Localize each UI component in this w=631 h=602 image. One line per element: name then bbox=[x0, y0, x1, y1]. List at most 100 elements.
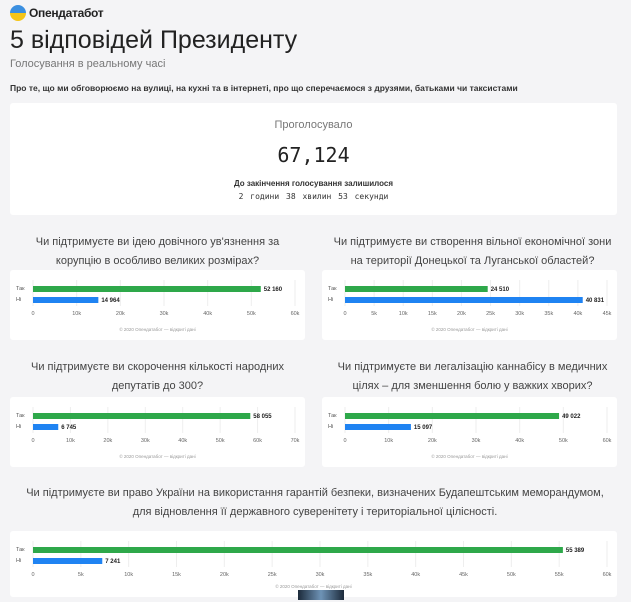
value-label: 52 160 bbox=[264, 287, 283, 293]
remaining-time: 2 години 38 хвилин 53 секунди bbox=[238, 192, 389, 201]
bar-yes bbox=[345, 286, 488, 292]
tick-label: 10k bbox=[72, 311, 81, 317]
chart-2: 0 5k 10k 15k 20k 25k 30k 35k 40k 45k Так 24 510 Ні 40… bbox=[322, 270, 617, 340]
bar-yes bbox=[33, 286, 261, 292]
category-label: Ні bbox=[16, 424, 21, 430]
value-label: 55 389 bbox=[566, 548, 585, 554]
tick-label: 60k bbox=[603, 572, 612, 578]
value-label: 49 022 bbox=[562, 414, 581, 420]
tick-label: 40k bbox=[573, 311, 582, 317]
tick-label: 60k bbox=[253, 438, 262, 444]
chart-footer: © 2020 Опендатабот — відкриті дані bbox=[119, 453, 195, 459]
chart-footer: © 2020 Опендатабот — відкриті дані bbox=[119, 326, 195, 332]
votes-count: 67,124 bbox=[277, 143, 350, 167]
chart-footer: © 2020 Опендатабот — відкриті дані bbox=[275, 583, 351, 589]
tick-label: 40k bbox=[178, 438, 187, 444]
tick-label: 0 bbox=[31, 438, 34, 444]
logo-text: Опендатабот bbox=[29, 6, 104, 20]
chart-1: 0 10k 20k 30k 40k 50k 60k Так 52 160 Ні 14 964 © 20… bbox=[10, 270, 305, 340]
tick-label: 20k bbox=[116, 311, 125, 317]
category-label: Ні bbox=[16, 558, 21, 564]
question-5: Чи підтримуєте ви право України на викор… bbox=[26, 487, 604, 518]
value-label: 14 964 bbox=[101, 298, 120, 304]
chart-3: 0 10k 20k 30k 40k 50k 60k 70k Так 58 055 Ні 6 745 © … bbox=[10, 397, 305, 467]
tick-label: 0 bbox=[343, 311, 346, 317]
category-label: Так bbox=[16, 413, 25, 419]
value-label: 7 241 bbox=[105, 559, 121, 565]
tick-label: 15k bbox=[428, 311, 437, 317]
chart-5: 0 5k 10k 15k 20k 25k 30k 35k 40k 45k 50k 55k 60k Так 5… bbox=[10, 531, 617, 597]
tick-label: 50k bbox=[247, 311, 256, 317]
vote-counter-card: Проголосувало 67,124 До закінчення голос… bbox=[10, 103, 617, 215]
value-label: 24 510 bbox=[491, 287, 510, 293]
chart-svg: 0 10k 20k 30k 40k 50k 60k 70k Так 58 055 Ні 6 745 © … bbox=[16, 407, 300, 459]
chart-4: 0 10k 20k 30k 40k 50k 60k Так 49 022 Ні 15 097 © 20… bbox=[322, 397, 617, 467]
bar-yes bbox=[33, 547, 563, 553]
tick-label: 70k bbox=[291, 438, 300, 444]
tick-label: 45k bbox=[459, 572, 468, 578]
bar-no bbox=[33, 558, 103, 564]
tick-label: 10k bbox=[384, 438, 393, 444]
tick-label: 20k bbox=[428, 438, 437, 444]
votes-label: Проголосувало bbox=[274, 119, 353, 131]
bar-no bbox=[345, 424, 411, 430]
page-title: 5 відповідей Президенту bbox=[10, 26, 298, 54]
bar-no bbox=[33, 297, 99, 303]
president-photo bbox=[298, 590, 344, 600]
tick-label: 0 bbox=[31, 572, 34, 578]
tick-label: 20k bbox=[457, 311, 466, 317]
question-1: Чи підтримуєте ви ідею довічного ув'язне… bbox=[35, 236, 280, 267]
value-label: 15 097 bbox=[414, 425, 433, 431]
tick-label: 5k bbox=[371, 311, 377, 317]
chart-footer: © 2020 Опендатабот — відкриті дані bbox=[431, 453, 507, 459]
logo-icon bbox=[10, 5, 26, 21]
tick-label: 50k bbox=[507, 572, 516, 578]
category-label: Ні bbox=[328, 297, 333, 303]
tick-label: 0 bbox=[343, 438, 346, 444]
chart-svg: 0 10k 20k 30k 40k 50k 60k Так 52 160 Ні 14 964 © 20… bbox=[16, 280, 300, 332]
tick-label: 10k bbox=[66, 438, 75, 444]
question-4: Чи підтримуєте ви легалізацію каннабісу … bbox=[337, 361, 608, 392]
tick-label: 60k bbox=[603, 438, 612, 444]
category-label: Так bbox=[328, 286, 337, 292]
tick-label: 10k bbox=[124, 572, 133, 578]
remaining-label: До закінчення голосування залишилося bbox=[233, 179, 394, 188]
tick-label: 35k bbox=[363, 572, 372, 578]
page-description: Про те, що ми обговорюємо на вулиці, на … bbox=[10, 83, 518, 93]
tick-label: 40k bbox=[411, 572, 420, 578]
tick-label: 10k bbox=[399, 311, 408, 317]
question-2: Чи підтримуєте ви створення вільної екон… bbox=[333, 236, 612, 267]
category-label: Так bbox=[16, 286, 25, 292]
tick-label: 20k bbox=[220, 572, 229, 578]
tick-label: 0 bbox=[31, 311, 34, 317]
tick-label: 45k bbox=[603, 311, 612, 317]
bar-yes bbox=[345, 413, 560, 419]
tick-label: 40k bbox=[203, 311, 212, 317]
value-label: 40 831 bbox=[586, 298, 605, 304]
value-label: 58 055 bbox=[253, 414, 272, 420]
tick-label: 25k bbox=[486, 311, 495, 317]
tick-label: 30k bbox=[472, 438, 481, 444]
tick-label: 20k bbox=[103, 438, 112, 444]
chart-svg: 0 5k 10k 15k 20k 25k 30k 35k 40k 45k Так 24 510 Ні 40… bbox=[328, 280, 612, 332]
bar-no bbox=[345, 297, 583, 303]
tick-label: 25k bbox=[268, 572, 277, 578]
tick-label: 30k bbox=[160, 311, 169, 317]
question-3: Чи підтримуєте ви скорочення кількості н… bbox=[31, 361, 284, 392]
chart-svg: 0 10k 20k 30k 40k 50k 60k Так 49 022 Ні 15 097 © 20… bbox=[328, 407, 612, 459]
tick-label: 55k bbox=[555, 572, 564, 578]
bar-yes bbox=[33, 413, 251, 419]
logo[interactable]: Опендатабот bbox=[10, 5, 104, 21]
category-label: Так bbox=[16, 547, 25, 553]
tick-label: 15k bbox=[172, 572, 181, 578]
tick-label: 5k bbox=[78, 572, 84, 578]
tick-label: 60k bbox=[291, 311, 300, 317]
category-label: Так bbox=[328, 413, 337, 419]
tick-label: 50k bbox=[559, 438, 568, 444]
chart-svg: 0 5k 10k 15k 20k 25k 30k 35k 40k 45k 50k 55k 60k Так 5… bbox=[16, 541, 612, 589]
bar-no bbox=[33, 424, 59, 430]
category-label: Ні bbox=[328, 424, 333, 430]
tick-label: 40k bbox=[515, 438, 524, 444]
tick-label: 30k bbox=[515, 311, 524, 317]
tick-label: 30k bbox=[316, 572, 325, 578]
